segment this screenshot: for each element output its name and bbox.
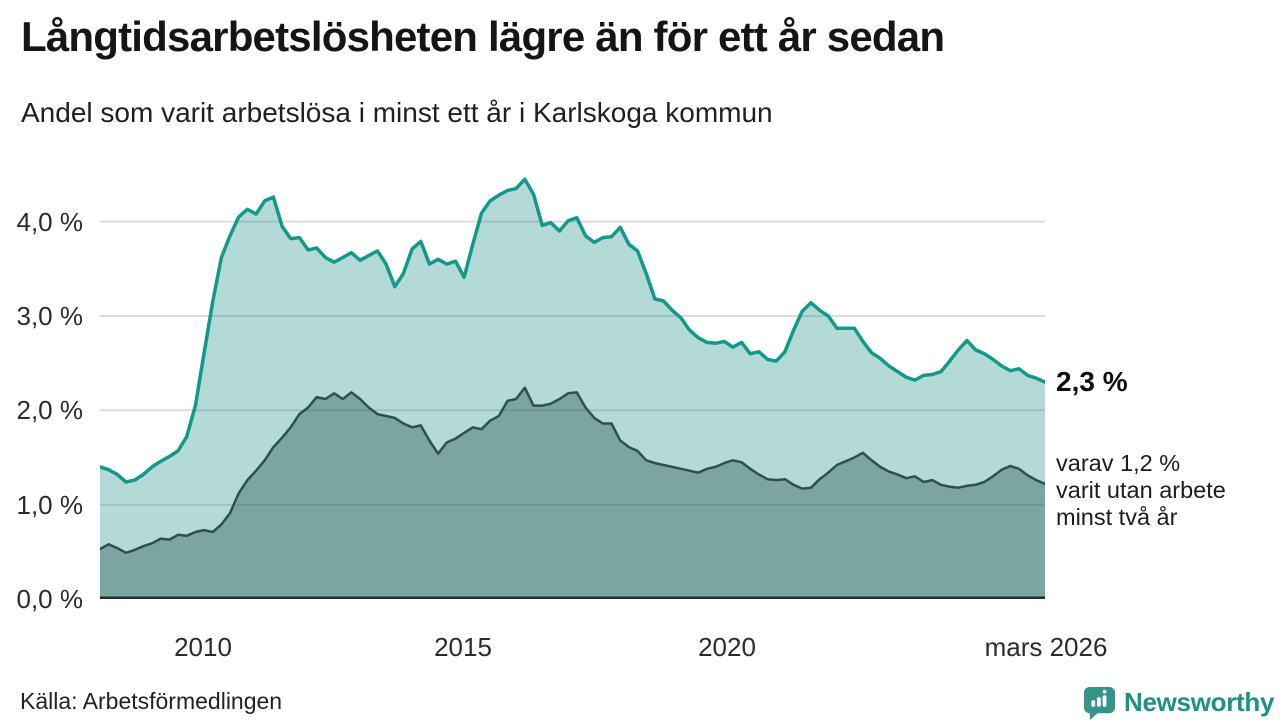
x-tick-label: 2020 bbox=[698, 632, 756, 662]
chart-subtitle: Andel som varit arbetslösa i minst ett å… bbox=[21, 97, 773, 128]
x-axis: 2010 2015 2020 mars 2026 bbox=[0, 632, 1280, 664]
chart-plot-area bbox=[100, 165, 1045, 599]
annotation-detail: varav 1,2 % varit utan arbete minst två … bbox=[1056, 450, 1226, 531]
newsworthy-bubble-barchart-icon bbox=[1083, 686, 1116, 720]
y-tick-label: 2,0 % bbox=[16, 395, 84, 425]
y-tick-label: 3,0 % bbox=[16, 301, 84, 331]
annotation-detail-line: minst två år bbox=[1056, 504, 1178, 530]
unemployment-area-chart bbox=[100, 177, 1045, 599]
annotation-detail-line: varit utan arbete bbox=[1056, 477, 1226, 503]
y-axis: 4,0 % 3,0 % 2,0 % 1,0 % 0,0 % bbox=[0, 165, 91, 613]
source-credit: Källa: Arbetsförmedlingen bbox=[20, 688, 283, 714]
annotation-detail-line: varav 1,2 % bbox=[1056, 450, 1181, 476]
x-tick-label: mars 2026 bbox=[984, 632, 1108, 662]
y-tick-label: 0,0 % bbox=[16, 584, 84, 614]
y-tick-label: 1,0 % bbox=[16, 490, 84, 520]
latest-value-label: 2,3 % bbox=[1056, 366, 1128, 397]
x-tick-label: 2010 bbox=[174, 632, 232, 662]
newsworthy-logo: Newsworthy bbox=[1082, 684, 1274, 720]
newsworthy-logo-text: Newsworthy bbox=[1124, 686, 1275, 717]
page-title: Långtidsarbetslösheten lägre än för ett … bbox=[21, 13, 945, 60]
x-tick-label: 2015 bbox=[434, 632, 492, 662]
y-tick-label: 4,0 % bbox=[16, 207, 84, 237]
